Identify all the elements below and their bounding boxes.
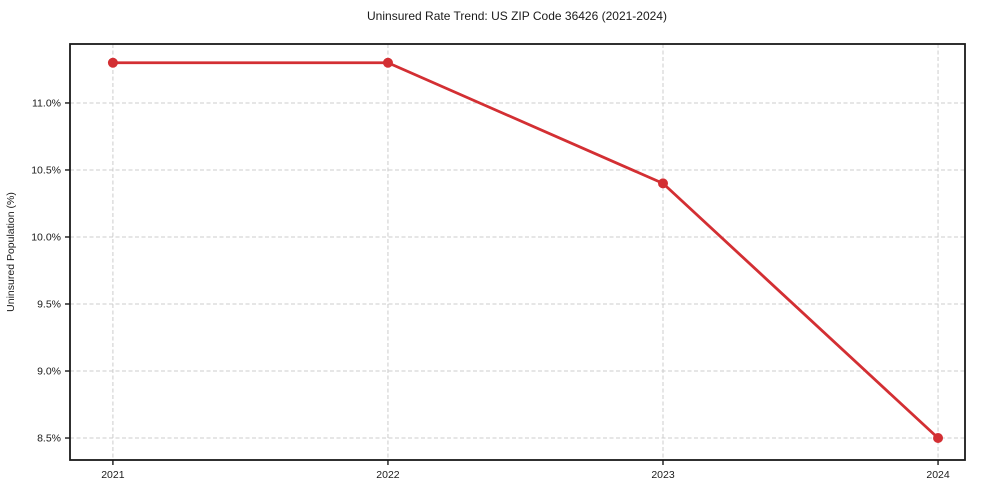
y-axis-label: Uninsured Population (%): [5, 192, 17, 312]
x-tick-label: 2022: [376, 469, 400, 481]
data-point: [933, 433, 944, 444]
y-tick-label: 9.5%: [37, 299, 61, 311]
trend-line: [111, 61, 940, 440]
x-tick-label: 2021: [101, 469, 125, 481]
y-tick-label: 11.0%: [32, 98, 61, 110]
data-point: [657, 178, 668, 189]
y-tick-label: 9.0%: [37, 366, 61, 378]
x-tick-label: 2023: [651, 469, 675, 481]
tick-layer: [65, 102, 939, 465]
data-point: [107, 57, 118, 68]
y-tick-label: 10.5%: [31, 165, 61, 177]
chart-title: Uninsured Rate Trend: US ZIP Code 36426 …: [367, 9, 667, 23]
x-tick-label: 2024: [926, 469, 950, 481]
series-layer: [107, 57, 944, 444]
y-tick-label: 10.0%: [31, 232, 61, 244]
plot-border: [69, 43, 966, 461]
y-tick-label: 8.5%: [37, 433, 61, 445]
grid-layer: [70, 44, 965, 460]
tick-label-layer: 8.5% 9.0% 9.5% 10.0% 10.5% 11.0% 2021 2022 2023 2…: [31, 98, 950, 481]
data-point: [382, 57, 393, 68]
